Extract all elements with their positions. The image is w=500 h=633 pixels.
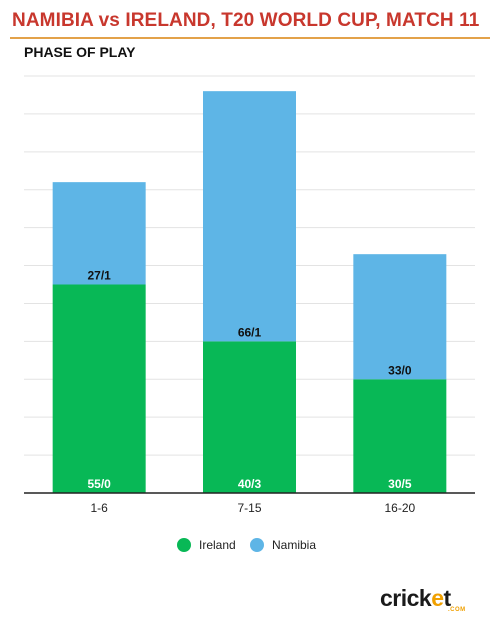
data-label-ireland-16-20: 30/5 [388,477,412,491]
legend-label-ireland: Ireland [199,538,236,552]
x-tick-label: 1-6 [90,501,108,515]
logo-com-text: .COM [448,607,466,613]
cricket-com-logo: cricket [380,585,451,611]
data-label-namibia-1-6: 27/1 [87,269,111,283]
bar-namibia-1-6 [52,182,146,285]
legend-item-ireland: Ireland [177,538,236,552]
bar-ireland-1-6 [52,284,146,493]
bar-ireland-16-20 [353,379,447,493]
legend-swatch-namibia [250,538,264,552]
data-label-ireland-7-15: 40/3 [238,477,262,491]
data-label-ireland-1-6: 55/0 [87,477,111,491]
data-label-namibia-7-15: 66/1 [238,325,262,339]
legend-swatch-ireland [177,538,191,552]
bar-ireland-7-15 [203,341,296,493]
legend-item-namibia: Namibia [250,538,316,552]
chart-title: NAMIBIA vs IRELAND, T20 WORLD CUP, MATCH… [12,10,480,31]
bar-namibia-16-20 [353,254,447,380]
x-tick-label: 7-15 [237,501,261,515]
title-divider [10,37,490,39]
chart-subtitle: PHASE OF PLAY [24,44,136,60]
x-tick-label: 16-20 [384,501,415,515]
bar-namibia-7-15 [203,91,296,342]
legend-label-namibia: Namibia [272,538,317,552]
data-label-namibia-16-20: 33/0 [388,363,412,377]
